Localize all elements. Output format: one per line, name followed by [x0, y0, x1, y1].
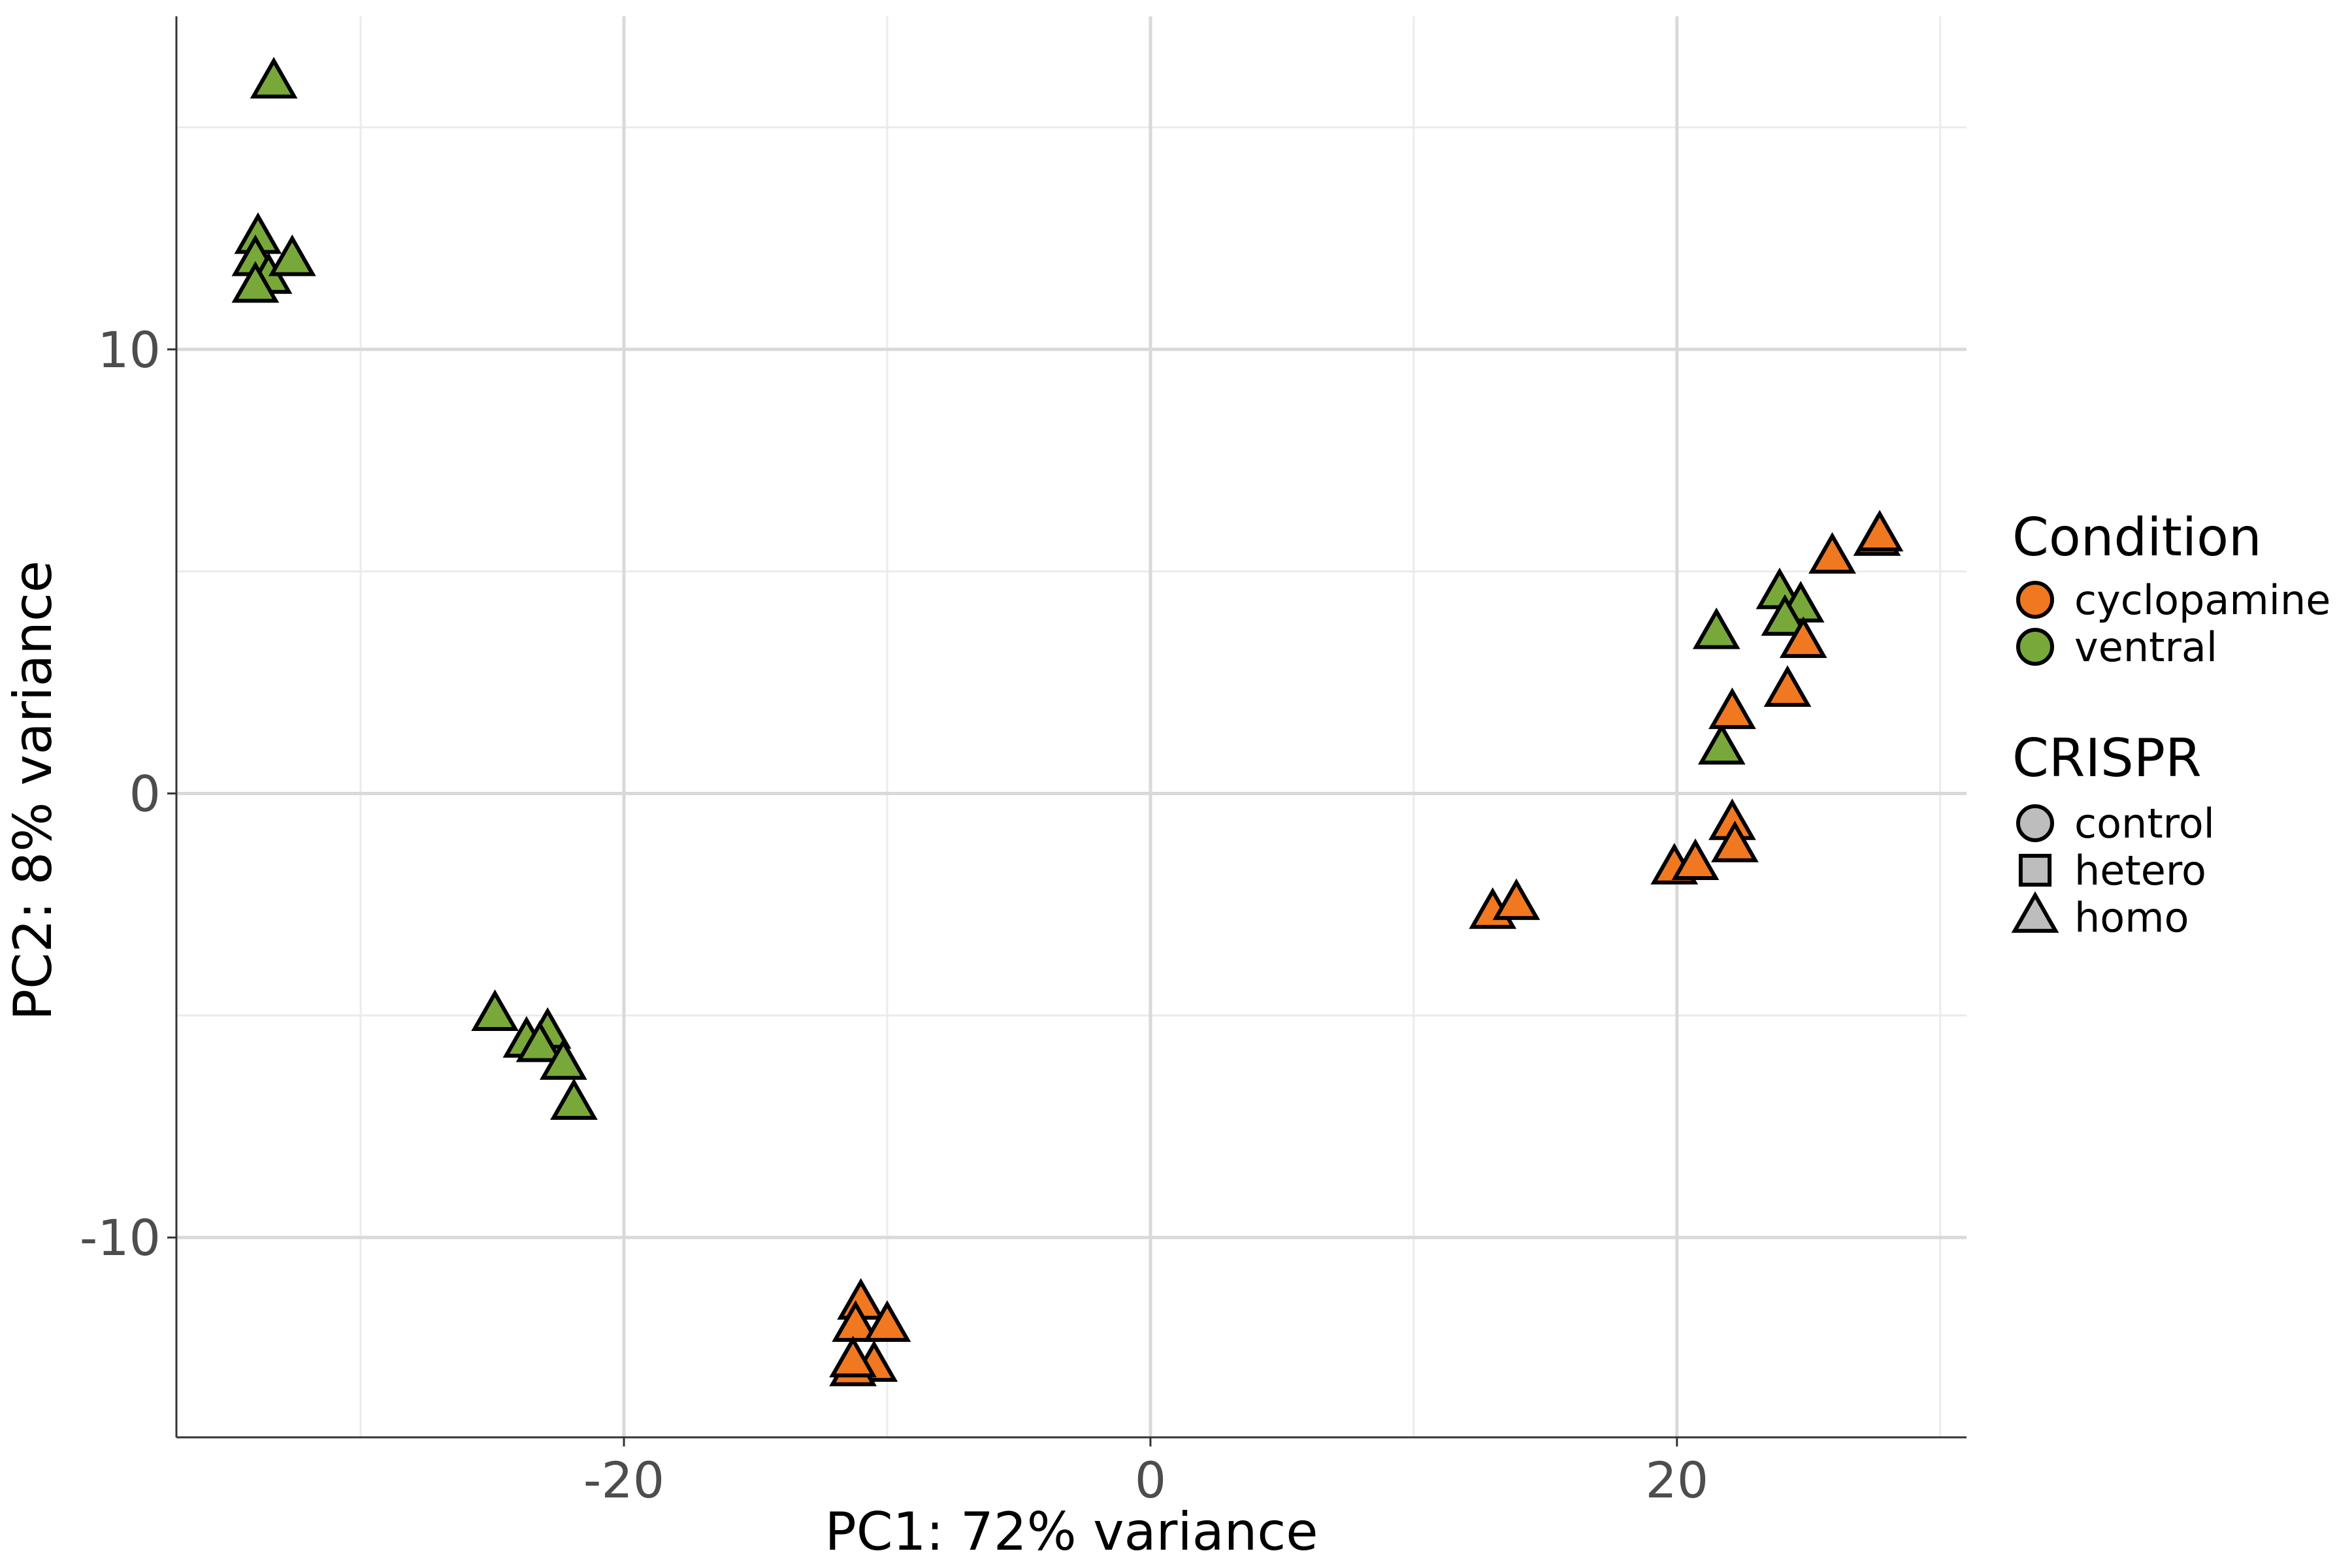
data-points	[231, 57, 1904, 1386]
cyclopamine-control-point	[829, 1335, 877, 1378]
ventral-homo-point	[1761, 594, 1809, 636]
major-gridlines	[176, 16, 1967, 1437]
x-tick-label: -20	[583, 1451, 664, 1509]
cyclopamine-control-point	[832, 1300, 879, 1342]
legend-label-homo: homo	[2074, 894, 2189, 941]
cyclopamine-homo-point	[1708, 687, 1756, 729]
cyclopamine-hetero-point	[1711, 821, 1759, 862]
x-axis-title: PC1: 72% variance	[825, 1501, 1318, 1562]
ventral-hetero-point	[231, 261, 280, 303]
legend-label-control: control	[2074, 800, 2215, 847]
ventral-control-point	[471, 989, 519, 1032]
ventral-control-point	[515, 1020, 564, 1062]
axes	[167, 16, 1967, 1446]
legend-key-ventral	[2016, 628, 2054, 666]
legend-key-homo	[2011, 891, 2059, 933]
x-tick-label: 20	[1645, 1451, 1708, 1509]
legend-label-cyclopamine: cyclopamine	[2074, 576, 2330, 624]
legend-key-control	[2016, 804, 2054, 842]
legend-key-cyclopamine	[2016, 581, 2054, 619]
x-tick-label: 0	[1135, 1451, 1166, 1509]
y-axis-title: PC2: 8% variance	[3, 561, 63, 1021]
cyclopamine-hetero-point	[1671, 838, 1720, 880]
legend-label-ventral: ventral	[2074, 623, 2217, 671]
cyclopamine-control-point	[863, 1300, 911, 1342]
cyclopamine-homo-point	[1855, 510, 1904, 551]
ventral-control-point	[550, 1078, 598, 1120]
ventral-hetero-point	[250, 57, 298, 99]
y-tick-label: -10	[80, 1209, 161, 1267]
y-tick-label: 10	[97, 321, 161, 379]
ventral-homo-point	[1692, 607, 1740, 649]
legend-title-condition: Condition	[2012, 507, 2262, 568]
legend-title-crispr: CRISPR	[2012, 728, 2202, 789]
cyclopamine-homo-point	[1808, 532, 1856, 574]
ventral-homo-point	[1697, 723, 1746, 765]
ventral-control-point	[539, 1038, 587, 1080]
cyclopamine-homo-point	[1763, 665, 1812, 707]
minor-gridlines	[176, 16, 1967, 1437]
tick-labels: -20 0 20 -10 0 10	[80, 321, 1708, 1509]
cyclopamine-hetero-point	[1492, 878, 1541, 921]
ventral-hetero-point	[268, 234, 316, 276]
legend-key-hetero	[2018, 853, 2052, 887]
legend-label-hetero: hetero	[2074, 847, 2206, 894]
y-tick-label: 0	[129, 764, 161, 823]
cyclopamine-homo-point	[1779, 616, 1827, 659]
